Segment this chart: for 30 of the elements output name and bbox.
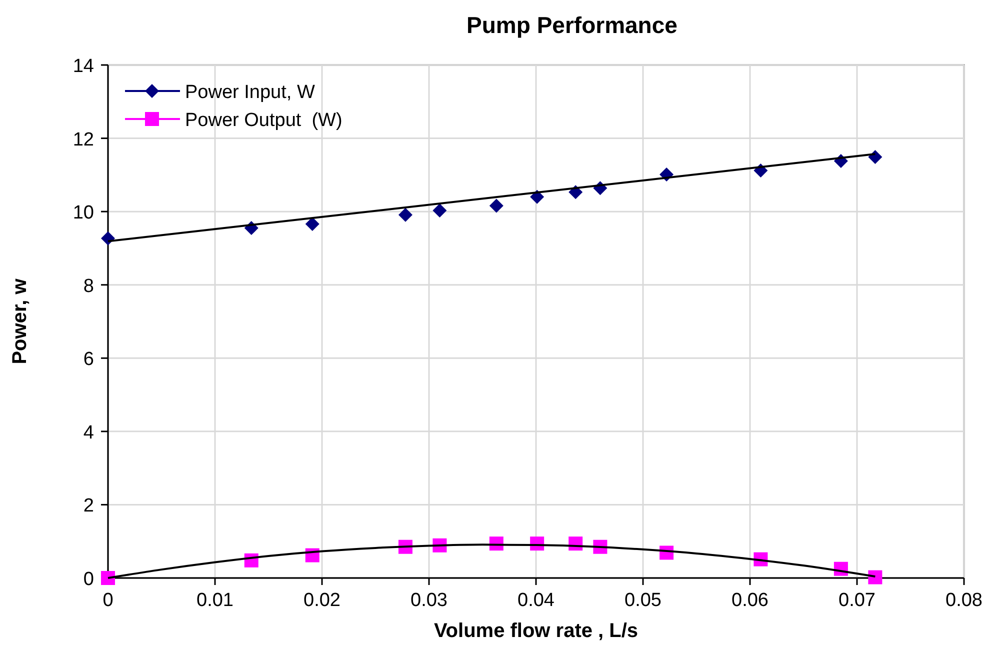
y-tick-label: 4 bbox=[83, 422, 94, 444]
point bbox=[398, 208, 412, 222]
x-tick-label: 0.08 bbox=[946, 590, 982, 611]
x-tick-label: 0 bbox=[102, 590, 114, 611]
x-tick-label: 0.04 bbox=[518, 590, 555, 611]
point bbox=[101, 571, 115, 585]
y-axis-title: Power, w bbox=[9, 278, 31, 364]
point bbox=[305, 217, 320, 232]
y-tick-label: 10 bbox=[72, 202, 94, 224]
x-tick-label: 0.02 bbox=[304, 590, 340, 611]
legend-label: Power Output (W) bbox=[185, 110, 342, 131]
y-tick-label: 14 bbox=[72, 56, 94, 77]
x-tick-label: 0.07 bbox=[838, 590, 876, 611]
y-tick-label: 0 bbox=[83, 569, 94, 590]
y-tick-label: 2 bbox=[83, 496, 94, 517]
legend-label: Power Input, W bbox=[185, 82, 315, 103]
y-tick-label: 6 bbox=[83, 349, 94, 370]
chart-title: Pump Performance bbox=[466, 12, 678, 38]
y-tick-label: 12 bbox=[72, 129, 94, 150]
x-axis-title: Volume flow rate , L/s bbox=[434, 620, 638, 642]
x-tick-label: 0.01 bbox=[196, 590, 234, 611]
x-tick-label: 0.05 bbox=[624, 590, 662, 611]
x-tick-label: 0.03 bbox=[410, 590, 448, 611]
x-tick-label: 0.06 bbox=[732, 590, 768, 611]
point bbox=[489, 198, 504, 213]
y-tick-label: 8 bbox=[83, 276, 94, 297]
point bbox=[868, 570, 882, 584]
point bbox=[101, 231, 115, 246]
point bbox=[868, 150, 882, 164]
point bbox=[432, 203, 447, 218]
